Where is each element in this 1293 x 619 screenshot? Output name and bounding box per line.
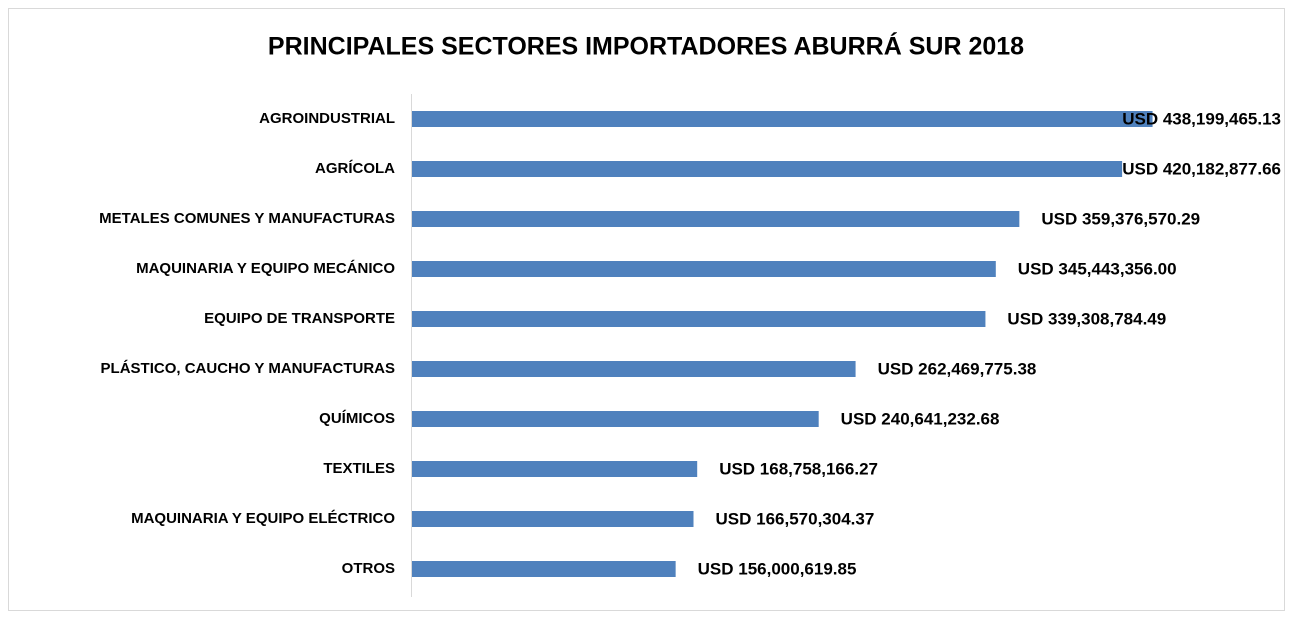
y-tick-label: AGROINDUSTRIAL	[259, 110, 395, 127]
bar	[412, 161, 1123, 177]
y-tick-label: OTROS	[342, 560, 395, 577]
data-label: USD 345,443,356.00	[1018, 259, 1177, 278]
bar	[412, 461, 698, 477]
y-tick-label: MAQUINARIA Y EQUIPO ELÉCTRICO	[131, 510, 395, 527]
bar	[412, 311, 986, 327]
y-tick-label: TEXTILES	[323, 460, 395, 477]
bar	[412, 561, 676, 577]
bar	[412, 361, 856, 377]
bar	[412, 111, 1153, 127]
y-tick-label: QUÍMICOS	[319, 410, 395, 427]
bar	[412, 211, 1020, 227]
bar	[412, 411, 819, 427]
y-tick-label: EQUIPO DE TRANSPORTE	[204, 310, 395, 327]
data-label: USD 240,641,232.68	[841, 409, 1000, 428]
data-label: USD 359,376,570.29	[1041, 209, 1200, 228]
y-tick-label: PLÁSTICO, CAUCHO Y MANUFACTURAS	[101, 360, 395, 377]
data-label: USD 156,000,619.85	[698, 559, 857, 578]
data-label: USD 262,469,775.38	[878, 359, 1037, 378]
data-label: USD 168,758,166.27	[719, 459, 878, 478]
chart-border	[8, 8, 1285, 611]
bar	[412, 511, 694, 527]
y-tick-label: AGRÍCOLA	[315, 160, 395, 177]
chart-title: PRINCIPALES SECTORES IMPORTADORES ABURRÁ…	[268, 32, 1024, 61]
data-label: USD 420,182,877.66	[1122, 159, 1281, 178]
data-label: USD 339,308,784.49	[1007, 309, 1166, 328]
data-label: USD 166,570,304.37	[716, 509, 875, 528]
y-tick-label: METALES COMUNES Y MANUFACTURAS	[99, 210, 395, 227]
bar	[412, 261, 996, 277]
y-tick-label: MAQUINARIA Y EQUIPO MECÁNICO	[136, 260, 395, 277]
data-label: USD 438,199,465.13	[1122, 109, 1281, 128]
